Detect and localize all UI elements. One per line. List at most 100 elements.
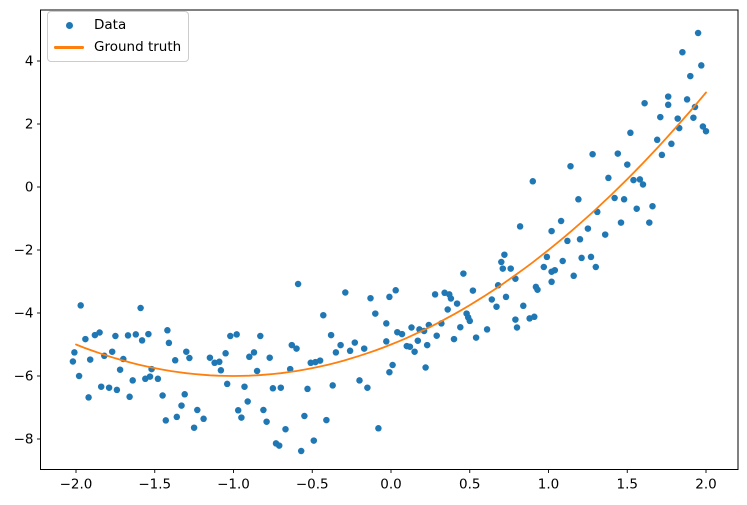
data-point: [346, 347, 354, 355]
data-point: [171, 357, 179, 364]
data-point: [414, 337, 422, 344]
legend-item-data: Data: [48, 18, 182, 34]
data-point: [493, 303, 500, 310]
data-point: [96, 329, 103, 336]
data-point: [263, 418, 270, 425]
data-point: [124, 332, 132, 339]
data-point: [97, 383, 105, 390]
data-point: [431, 291, 439, 298]
data-point: [297, 447, 305, 455]
data-point: [548, 227, 555, 235]
data-point: [223, 380, 231, 388]
data-point: [132, 331, 140, 338]
data-point: [364, 384, 371, 391]
x-tick-label: 2.0: [695, 477, 716, 493]
data-point: [639, 181, 647, 188]
data-point: [145, 330, 152, 338]
data-point: [138, 337, 146, 344]
data-point: [617, 219, 625, 226]
x-tick-label: 0.0: [380, 477, 401, 493]
y-tick-label: −6: [14, 369, 34, 385]
data-point: [516, 223, 524, 230]
data-point: [282, 425, 289, 433]
data-point: [82, 335, 89, 343]
data-point: [112, 332, 119, 340]
data-point: [534, 286, 541, 293]
data-point: [592, 263, 600, 271]
data-point: [444, 306, 451, 313]
axes-spines: [40, 9, 739, 470]
scatter-dot-icon: [65, 22, 73, 29]
data-point: [105, 384, 113, 391]
data-point: [383, 320, 390, 327]
data-point: [320, 311, 327, 319]
data-point: [227, 332, 234, 340]
data-point: [469, 287, 477, 294]
data-point: [690, 114, 697, 121]
data-point: [564, 237, 571, 245]
data-point: [372, 310, 379, 317]
data-point: [108, 348, 116, 355]
data-point: [173, 413, 181, 421]
data-point: [233, 331, 240, 338]
x-tick-label: 1.0: [538, 477, 559, 493]
data-point: [286, 365, 294, 373]
data-point: [137, 304, 144, 312]
data-point: [674, 115, 681, 122]
legend-label-ground-truth: Ground truth: [94, 38, 182, 55]
data-point: [351, 339, 359, 346]
legend-marker-area: [54, 22, 84, 29]
y-tick-label: 4: [25, 54, 34, 70]
data-point: [529, 178, 537, 185]
data-point: [447, 295, 455, 302]
data-point: [488, 296, 496, 303]
data-point: [126, 393, 133, 401]
data-point: [257, 332, 264, 340]
data-point: [531, 313, 538, 321]
data-point: [423, 341, 431, 349]
data-point: [605, 174, 612, 182]
data-point: [466, 317, 474, 325]
data-point: [457, 323, 464, 331]
data-point: [244, 398, 251, 405]
data-point: [557, 217, 565, 225]
data-point: [304, 385, 311, 393]
data-point: [181, 391, 188, 398]
data-point: [649, 202, 656, 210]
data-point: [664, 93, 672, 100]
data-point: [433, 332, 440, 339]
legend-marker-area: [54, 46, 84, 49]
data-point: [69, 358, 77, 365]
data-point: [548, 278, 555, 286]
data-point: [367, 294, 374, 302]
x-tick-label: 0.5: [459, 477, 480, 493]
data-point: [159, 392, 166, 399]
data-point: [389, 361, 396, 369]
legend-label-data: Data: [94, 16, 127, 33]
data-point: [383, 338, 390, 345]
data-point: [260, 406, 267, 414]
data-point: [636, 176, 644, 183]
data-point: [575, 196, 582, 203]
data-point: [75, 372, 83, 380]
data-point: [356, 377, 363, 384]
data-point: [238, 414, 245, 421]
data-point: [178, 402, 185, 409]
data-point: [587, 253, 595, 261]
data-point: [576, 236, 584, 243]
data-point: [154, 375, 162, 383]
data-point: [702, 127, 710, 135]
data-point: [77, 302, 84, 309]
data-point: [657, 113, 664, 121]
data-point: [342, 289, 349, 296]
data-point: [329, 382, 336, 389]
data-point: [611, 194, 618, 202]
data-point: [234, 407, 242, 414]
data-point: [294, 280, 302, 288]
data-point: [520, 302, 527, 310]
data-point: [664, 101, 672, 109]
x-tick-label: 1.5: [617, 477, 638, 493]
data-point: [584, 225, 592, 232]
data-point: [453, 300, 461, 307]
